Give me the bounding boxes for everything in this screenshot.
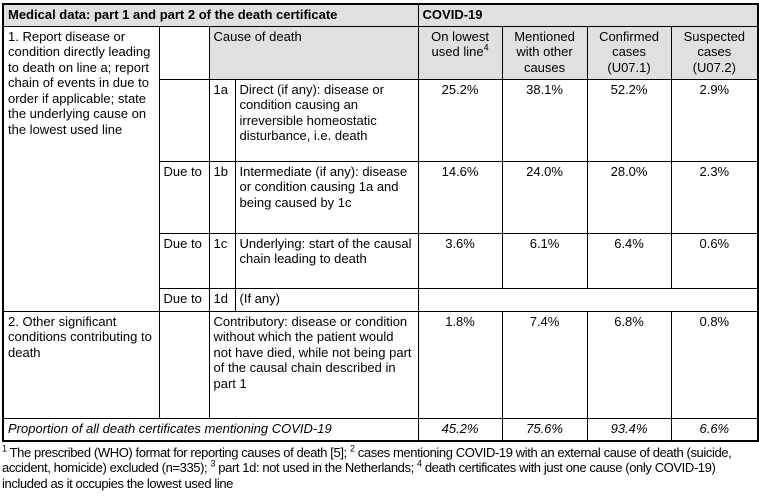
code-cell: 1d: [208, 287, 236, 312]
code-cell: 1a: [208, 78, 236, 162]
due-to-cell: Due to: [158, 160, 210, 234]
value-cell: 14.6%: [417, 160, 503, 234]
summary-value-cell: 45.2%: [417, 417, 503, 442]
footnote-text-3: part 1d: not used in the Netherlands;: [215, 460, 418, 476]
footnote-marker-2: 2: [349, 443, 355, 454]
due-to-cell: Due to: [158, 232, 210, 289]
table-row: 2. Other significant conditions contribu…: [2, 310, 759, 419]
footnote-text-4: death certificates with just one cause (…: [2, 460, 716, 491]
col-header-on-lowest-used-line: On lowest used line4: [417, 25, 503, 80]
value-cell: 6.4%: [586, 232, 672, 289]
footnote-text-1: The prescribed (WHO) format for reportin…: [6, 445, 350, 460]
value-cell: 24.0%: [501, 160, 588, 234]
value-cell: 6.8%: [586, 310, 672, 419]
summary-value-cell: 93.4%: [586, 417, 672, 442]
value-cell: 2.9%: [670, 78, 759, 162]
value-cell: 6.1%: [501, 232, 588, 289]
title-covid-19: COVID-19: [417, 3, 759, 27]
footnote-marker-4: 4: [417, 459, 422, 469]
description-cell: (If any): [234, 287, 419, 312]
certificate-table: Medical data: part 1 and part 2 of the d…: [2, 3, 759, 442]
table-row: Due to 1d (If any): [3, 287, 759, 312]
footnote-marker-1: 1: [2, 443, 7, 454]
description-cell: Underlying: start of the causal chain le…: [234, 232, 419, 289]
footnote-text-2: cases mentioning COVID-19 with an extern…: [2, 445, 732, 476]
part2-description-cell: Contributory: disease or condition witho…: [208, 310, 419, 419]
value-cell: 1.8%: [417, 310, 503, 419]
col-header-mentioned-with-other-causes: Mentioned with other causes: [501, 25, 588, 80]
description-cell: Intermediate (if any): disease or condit…: [234, 160, 419, 234]
value-cell: 0.6%: [670, 232, 759, 289]
summary-value-cell: 75.6%: [501, 417, 588, 442]
table-row: 1. Report disease or condition directly …: [2, 25, 759, 312]
title-medical-data: Medical data: part 1 and part 2 of the d…: [2, 3, 419, 27]
empty-cell: [158, 310, 210, 419]
table-row: Due to 1b Intermediate (if any): disease…: [3, 160, 759, 234]
empty-values-cell: [417, 287, 759, 312]
col-header-suspected-cases: Suspected cases (U07.2): [670, 25, 759, 80]
table-row: 1a Direct (if any): disease or condition…: [3, 78, 759, 162]
code-cell: 1b: [208, 160, 236, 234]
part1-instruction-cell: 1. Report disease or condition directly …: [2, 25, 160, 312]
value-cell: 52.2%: [586, 78, 672, 162]
value-cell: 28.0%: [586, 160, 672, 234]
part2-instruction-cell: 2. Other significant conditions contribu…: [2, 310, 160, 419]
col-header-confirmed-cases: Confirmed cases (U07.1): [586, 25, 672, 80]
footnote-marker-3: 3: [210, 459, 216, 469]
value-cell: 0.8%: [670, 310, 759, 419]
summary-label: Proportion of all death certificates men…: [2, 417, 419, 442]
value-cell: 3.6%: [417, 232, 503, 289]
value-cell: 38.1%: [501, 78, 588, 162]
due-to-cell: [158, 78, 210, 162]
footnote-ref-4: 4: [483, 42, 489, 53]
description-cell: Direct (if any): disease or condition ca…: [234, 78, 419, 162]
summary-value-cell: 6.6%: [670, 417, 759, 442]
value-cell: 2.3%: [670, 160, 759, 234]
footnotes: 1 The prescribed (WHO) format for report…: [2, 443, 757, 491]
table-row: Proportion of all death certificates men…: [2, 417, 759, 442]
value-cell: 7.4%: [501, 310, 588, 419]
empty-cell: [158, 25, 210, 80]
due-to-cell: Due to: [158, 287, 210, 312]
table-row: Medical data: part 1 and part 2 of the d…: [2, 3, 759, 27]
col-header-text: On lowest used line: [431, 28, 489, 60]
code-cell: 1c: [208, 232, 236, 289]
value-cell: 25.2%: [417, 78, 503, 162]
cause-of-death-header: Cause of death: [208, 25, 419, 80]
